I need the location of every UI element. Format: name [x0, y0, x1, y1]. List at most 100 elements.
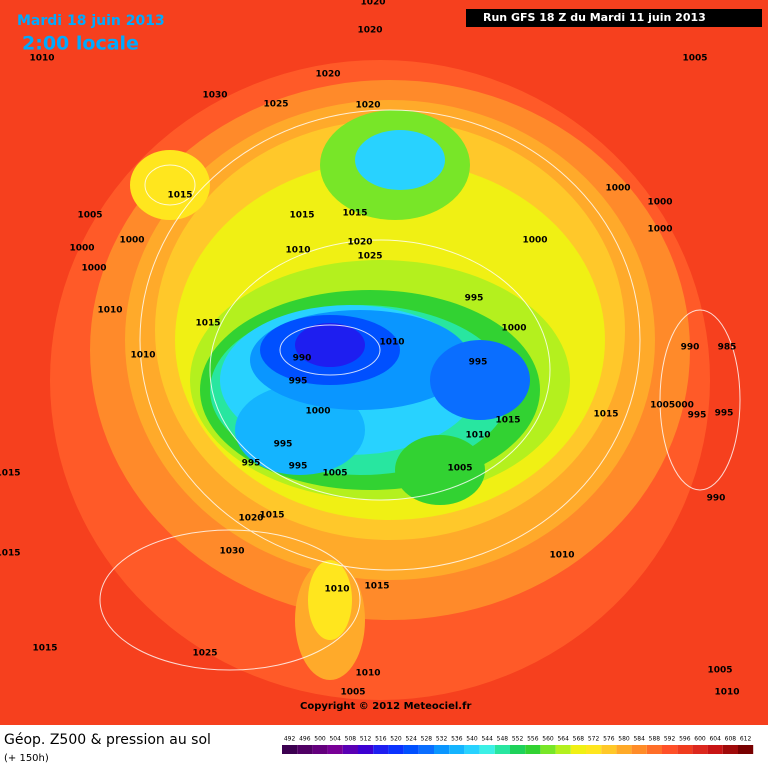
isobar-label: 1000	[501, 324, 526, 334]
isobar-label: 1015	[32, 644, 57, 654]
isobar-label: 1010	[355, 669, 380, 679]
scale-swatch	[479, 745, 495, 754]
scale-label: 504	[329, 736, 341, 743]
isobar-label: 1005	[322, 469, 347, 479]
scale-label: 524	[405, 736, 417, 743]
footer-title: Géop. Z500 & pression au sol	[4, 732, 211, 748]
scale-swatch	[662, 745, 678, 754]
isobar-label: 1025	[263, 100, 288, 110]
isobar-labels: 1020 1010 1030 1025 1020 1020 1020 1005 1015 1005…	[0, 0, 740, 698]
scale-swatch	[586, 745, 602, 754]
scale-swatch	[282, 745, 298, 754]
isobar-label: 1005	[447, 464, 472, 474]
isobar-label: 1015	[342, 209, 367, 219]
scale-label: 592	[664, 736, 676, 743]
scale-label: 516	[375, 736, 387, 743]
isobar-label: 1005000	[650, 401, 694, 411]
scale-swatch	[677, 745, 693, 754]
scale-label: 580	[618, 736, 630, 743]
scale-label: 492	[284, 736, 296, 743]
scale-swatch	[525, 745, 541, 754]
scale-label: 500	[314, 736, 326, 743]
isobar-label: 995	[289, 377, 308, 387]
scale-label: 520	[390, 736, 402, 743]
isobar-label: 1015	[0, 469, 21, 479]
scale-swatch	[358, 745, 374, 754]
scale-label: 588	[649, 736, 661, 743]
isobar-label: 1020	[357, 26, 382, 36]
isobar-label: 990	[707, 494, 726, 504]
scale-swatch	[342, 745, 358, 754]
scale-swatch	[631, 745, 647, 754]
scale-swatch	[327, 745, 343, 754]
date: Mardi 18 juin 2013	[17, 13, 165, 29]
scale-swatch	[616, 745, 632, 754]
scale-label: 608	[725, 736, 737, 743]
isobar-label: 995	[289, 462, 308, 472]
scale-label: 600	[694, 736, 706, 743]
scale-swatch	[373, 745, 389, 754]
isobar-label: 1000	[81, 264, 106, 274]
isobar-label: 1010	[549, 551, 574, 561]
scale-label: 508	[345, 736, 357, 743]
isobar-label: 1015	[289, 211, 314, 221]
time: 2:00 locale	[22, 33, 139, 55]
scale-label: 532	[436, 736, 448, 743]
isobar-label: 1005	[682, 54, 707, 64]
run: Run GFS 18 Z du Mardi 11 juin 2013	[483, 11, 706, 24]
footer-lead: (+ 150h)	[4, 753, 49, 764]
isobar-label: 1015	[259, 511, 284, 521]
isobar-label: 1020	[238, 514, 263, 524]
isobar-label: 1000	[647, 225, 672, 235]
scale-label: 544	[481, 736, 493, 743]
scale-swatch	[297, 745, 313, 754]
isobar-label: 995	[469, 358, 488, 368]
isobar-label: 1020	[347, 238, 372, 248]
isobar-label: 1010	[465, 431, 490, 441]
scale-label: 612	[740, 736, 752, 743]
isobar-label: 1025	[192, 649, 217, 659]
isobar-label: 1010	[97, 306, 122, 316]
isobar-label: 1000	[605, 184, 630, 194]
scale-label: 548	[497, 736, 509, 743]
isobar-label: 1020	[355, 101, 380, 111]
isobar-label: 995	[242, 459, 261, 469]
isobar-label: 1000	[69, 244, 94, 254]
isobar-label: 1030	[219, 547, 244, 557]
isobar-label: 1015	[495, 416, 520, 426]
isobar-label: 1015	[593, 410, 618, 420]
scale: 492 496 500 504 508 512 516 520 524 528 532 536 540 5…	[282, 736, 754, 754]
isobar-label: 1005	[340, 688, 365, 698]
scale-swatch	[738, 745, 754, 754]
isobar-label: 1010	[285, 246, 310, 256]
isobar-label: 1010	[324, 585, 349, 595]
isobar-label: 995	[274, 440, 293, 450]
scale-label: 596	[679, 736, 691, 743]
isobar-label: 1010	[714, 688, 739, 698]
isobar-label: 995	[688, 411, 707, 421]
scale-label: 604	[709, 736, 721, 743]
scale-swatch	[570, 745, 586, 754]
scale-swatch	[707, 745, 723, 754]
isobar-label: 985	[718, 343, 737, 353]
scale-label: 536	[451, 736, 463, 743]
scale-label: 560	[542, 736, 554, 743]
isobars	[99, 109, 741, 671]
scale-label: 568	[573, 736, 585, 743]
isobar-label: 1015	[195, 319, 220, 329]
isobar-label: 1000	[647, 198, 672, 208]
isobar-label: 1030	[202, 91, 227, 101]
scale-label: 540	[466, 736, 478, 743]
scale-swatch	[403, 745, 419, 754]
fields	[50, 60, 710, 700]
isobar-label: 1015	[0, 549, 21, 559]
scale-label: 564	[557, 736, 569, 743]
scale-swatch	[555, 745, 571, 754]
isobar-label: 990	[293, 354, 312, 364]
copyright: Copyright © 2012 Meteociel.fr	[300, 701, 471, 712]
scale-swatch	[692, 745, 708, 754]
scale-swatch	[312, 745, 328, 754]
isobar-label: 1000	[119, 236, 144, 246]
